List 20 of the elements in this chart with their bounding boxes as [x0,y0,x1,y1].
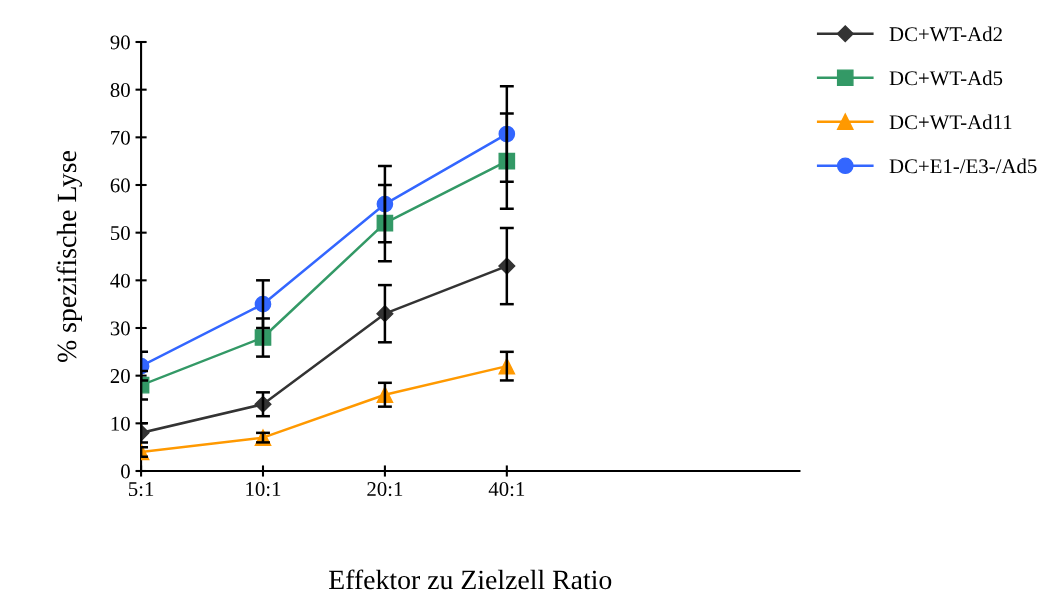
y-tick-label: 80 [110,83,130,98]
y-tick-label: 70 [111,130,130,145]
x-axis-title: Effektor zu Zielzell Ratio [328,569,612,590]
y-tick-label: 60 [110,178,130,193]
legend-label: DC+WT-Ad11 [889,114,1012,130]
y-tick-label: 0 [121,464,130,479]
legend-label: DC+E1-/E3-/Ad5 [889,158,1037,174]
y-tick-label: 40 [110,273,130,288]
y-tick-label: 90 [110,35,130,50]
x-tick-label: 5:1 [128,482,154,497]
x-tick-label: 40:1 [488,482,525,497]
y-axis-title: % spezifische Lyse [56,151,83,362]
legend-label: DC+WT-Ad2 [889,26,1002,42]
y-tick-label: 10 [111,416,130,431]
x-tick-label: 10:1 [246,482,281,497]
y-tick-label: 20 [110,369,130,384]
legend-label: DC+WT-Ad5 [889,70,1003,86]
y-tick-label: 30 [110,321,130,336]
x-tick-label: 20:1 [367,482,403,497]
y-tick-label: 50 [111,226,130,241]
